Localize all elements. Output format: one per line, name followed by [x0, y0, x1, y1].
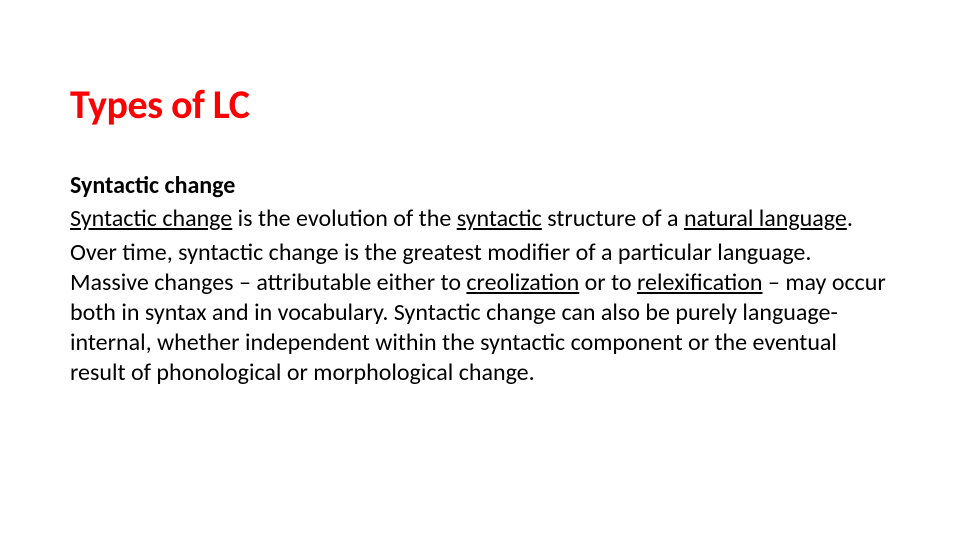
paragraph-2: Over time, syntactic change is the great… — [70, 238, 890, 388]
link-syntactic: syntactic — [457, 204, 542, 233]
link-relexification: relexification — [637, 268, 763, 297]
text: is the evolution of the — [232, 204, 456, 233]
link-syntactic-change: Syntactic change — [70, 204, 232, 233]
subtitle: Syntactic change — [70, 171, 890, 200]
link-creolization: creolization — [466, 268, 579, 297]
text: or to — [579, 268, 637, 297]
paragraph-1: Syntactic change is the evolution of the… — [70, 204, 890, 234]
text: structure of a — [542, 204, 684, 233]
link-natural-language: natural language — [684, 204, 847, 233]
text: . — [847, 204, 853, 233]
slide-title: Types of LC — [70, 80, 890, 129]
